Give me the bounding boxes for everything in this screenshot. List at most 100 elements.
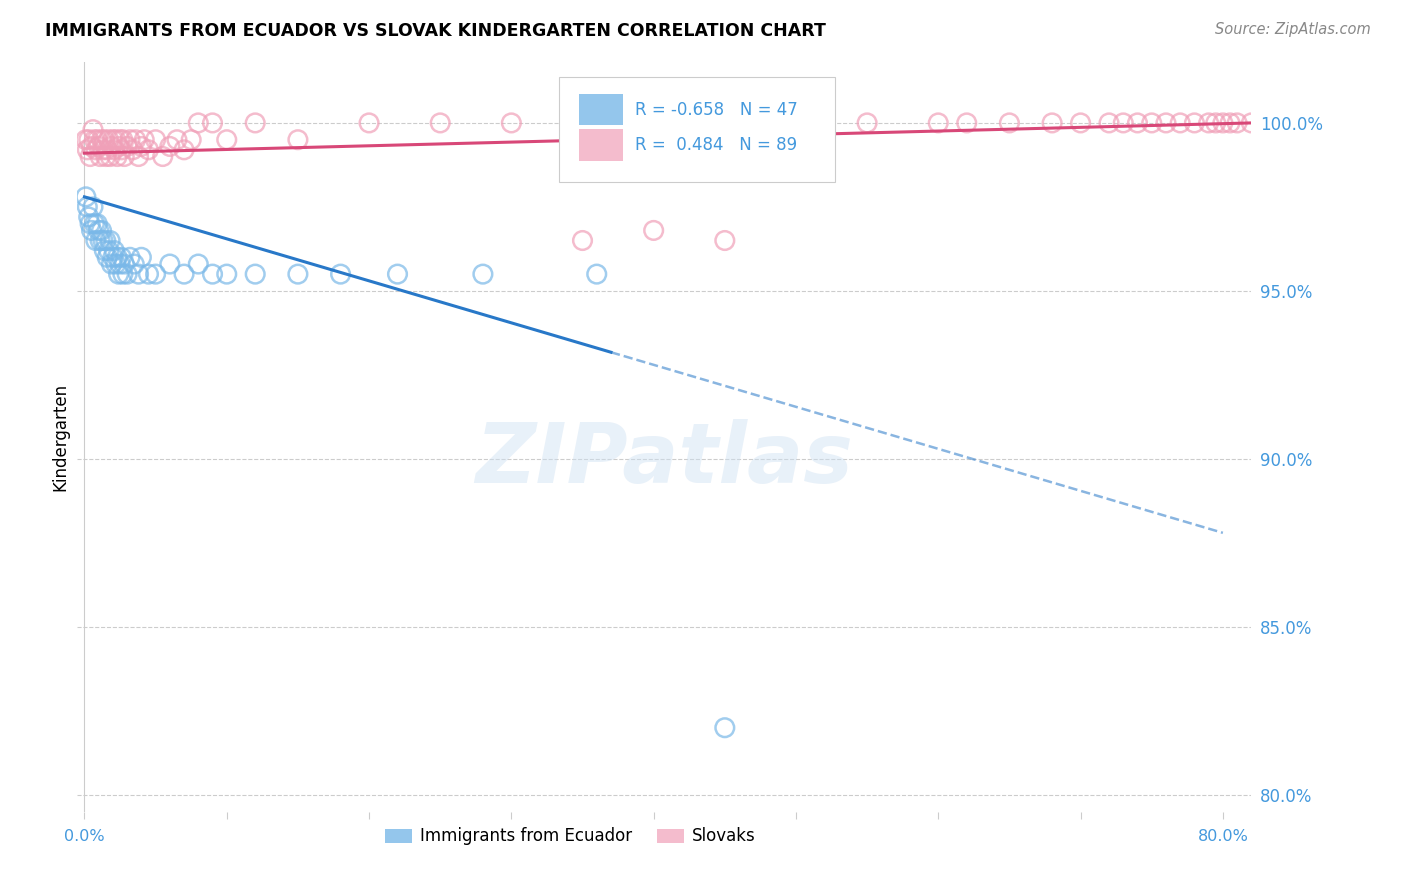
Point	[103, 143, 125, 157]
Point	[134, 133, 156, 147]
Point	[112, 257, 135, 271]
Point	[87, 223, 110, 237]
Point	[118, 133, 141, 147]
Point	[1282, 116, 1305, 130]
Point	[89, 234, 111, 248]
Point	[128, 149, 150, 163]
Point	[79, 217, 101, 231]
Point	[173, 267, 195, 281]
Point	[131, 250, 153, 264]
Point	[1219, 116, 1241, 130]
Point	[201, 267, 224, 281]
Point	[956, 116, 979, 130]
Point	[90, 223, 112, 237]
Point	[94, 149, 117, 163]
Point	[387, 267, 409, 281]
Point	[96, 143, 118, 157]
Point	[131, 139, 153, 153]
Text: R =  0.484   N = 89: R = 0.484 N = 89	[636, 136, 797, 153]
Point	[1126, 116, 1149, 130]
Point	[112, 149, 135, 163]
Point	[75, 190, 97, 204]
Point	[98, 149, 121, 163]
Point	[1296, 116, 1319, 130]
Point	[108, 257, 131, 271]
Point	[1184, 116, 1206, 130]
Point	[90, 133, 112, 147]
Point	[1168, 116, 1191, 130]
Point	[111, 133, 134, 147]
Point	[82, 122, 104, 136]
Point	[145, 133, 167, 147]
Bar	[579, 129, 623, 161]
Point	[84, 234, 107, 248]
Point	[1205, 116, 1227, 130]
Point	[80, 223, 103, 237]
Legend: Immigrants from Ecuador, Slovaks: Immigrants from Ecuador, Slovaks	[378, 821, 762, 852]
Point	[96, 250, 118, 264]
Point	[82, 200, 104, 214]
Point	[91, 143, 114, 157]
Point	[110, 143, 132, 157]
Point	[83, 133, 105, 147]
Bar	[579, 94, 623, 126]
Point	[79, 149, 101, 163]
Point	[121, 143, 143, 157]
Point	[187, 116, 209, 130]
Point	[471, 267, 494, 281]
Point	[87, 139, 110, 153]
Point	[571, 234, 593, 248]
Point	[1198, 116, 1220, 130]
Point	[1354, 116, 1376, 130]
Point	[77, 133, 100, 147]
Text: 0.0%: 0.0%	[65, 829, 105, 844]
Text: IMMIGRANTS FROM ECUADOR VS SLOVAK KINDERGARTEN CORRELATION CHART: IMMIGRANTS FROM ECUADOR VS SLOVAK KINDER…	[45, 22, 825, 40]
Point	[501, 116, 523, 130]
Point	[98, 234, 121, 248]
Point	[187, 257, 209, 271]
Point	[585, 267, 607, 281]
Point	[89, 149, 111, 163]
Point	[97, 133, 120, 147]
Point	[101, 133, 124, 147]
Point	[1226, 116, 1249, 130]
Y-axis label: Kindergarten: Kindergarten	[51, 383, 69, 491]
Point	[105, 149, 128, 163]
Point	[927, 116, 949, 130]
Point	[245, 267, 267, 281]
Point	[159, 139, 181, 153]
Point	[86, 217, 108, 231]
Point	[1112, 116, 1135, 130]
Point	[1040, 116, 1063, 130]
Point	[138, 143, 160, 157]
Point	[1070, 116, 1092, 130]
Text: Source: ZipAtlas.com: Source: ZipAtlas.com	[1215, 22, 1371, 37]
Point	[101, 250, 124, 264]
Point	[329, 267, 352, 281]
Point	[115, 139, 138, 153]
Point	[1212, 116, 1234, 130]
Point	[76, 143, 98, 157]
Point	[245, 116, 267, 130]
Point	[1340, 116, 1362, 130]
Point	[714, 234, 737, 248]
Point	[118, 250, 141, 264]
Point	[201, 116, 224, 130]
Point	[1254, 116, 1277, 130]
Point	[83, 217, 105, 231]
Point	[173, 143, 195, 157]
Point	[166, 133, 188, 147]
Point	[1382, 116, 1405, 130]
Point	[1312, 116, 1334, 130]
Point	[105, 250, 128, 264]
Point	[107, 267, 129, 281]
Point	[124, 133, 146, 147]
Point	[152, 149, 174, 163]
Point	[93, 133, 115, 147]
Point	[104, 133, 127, 147]
Point	[785, 116, 807, 130]
Point	[215, 133, 238, 147]
Point	[998, 116, 1021, 130]
Point	[100, 257, 122, 271]
Point	[111, 267, 134, 281]
